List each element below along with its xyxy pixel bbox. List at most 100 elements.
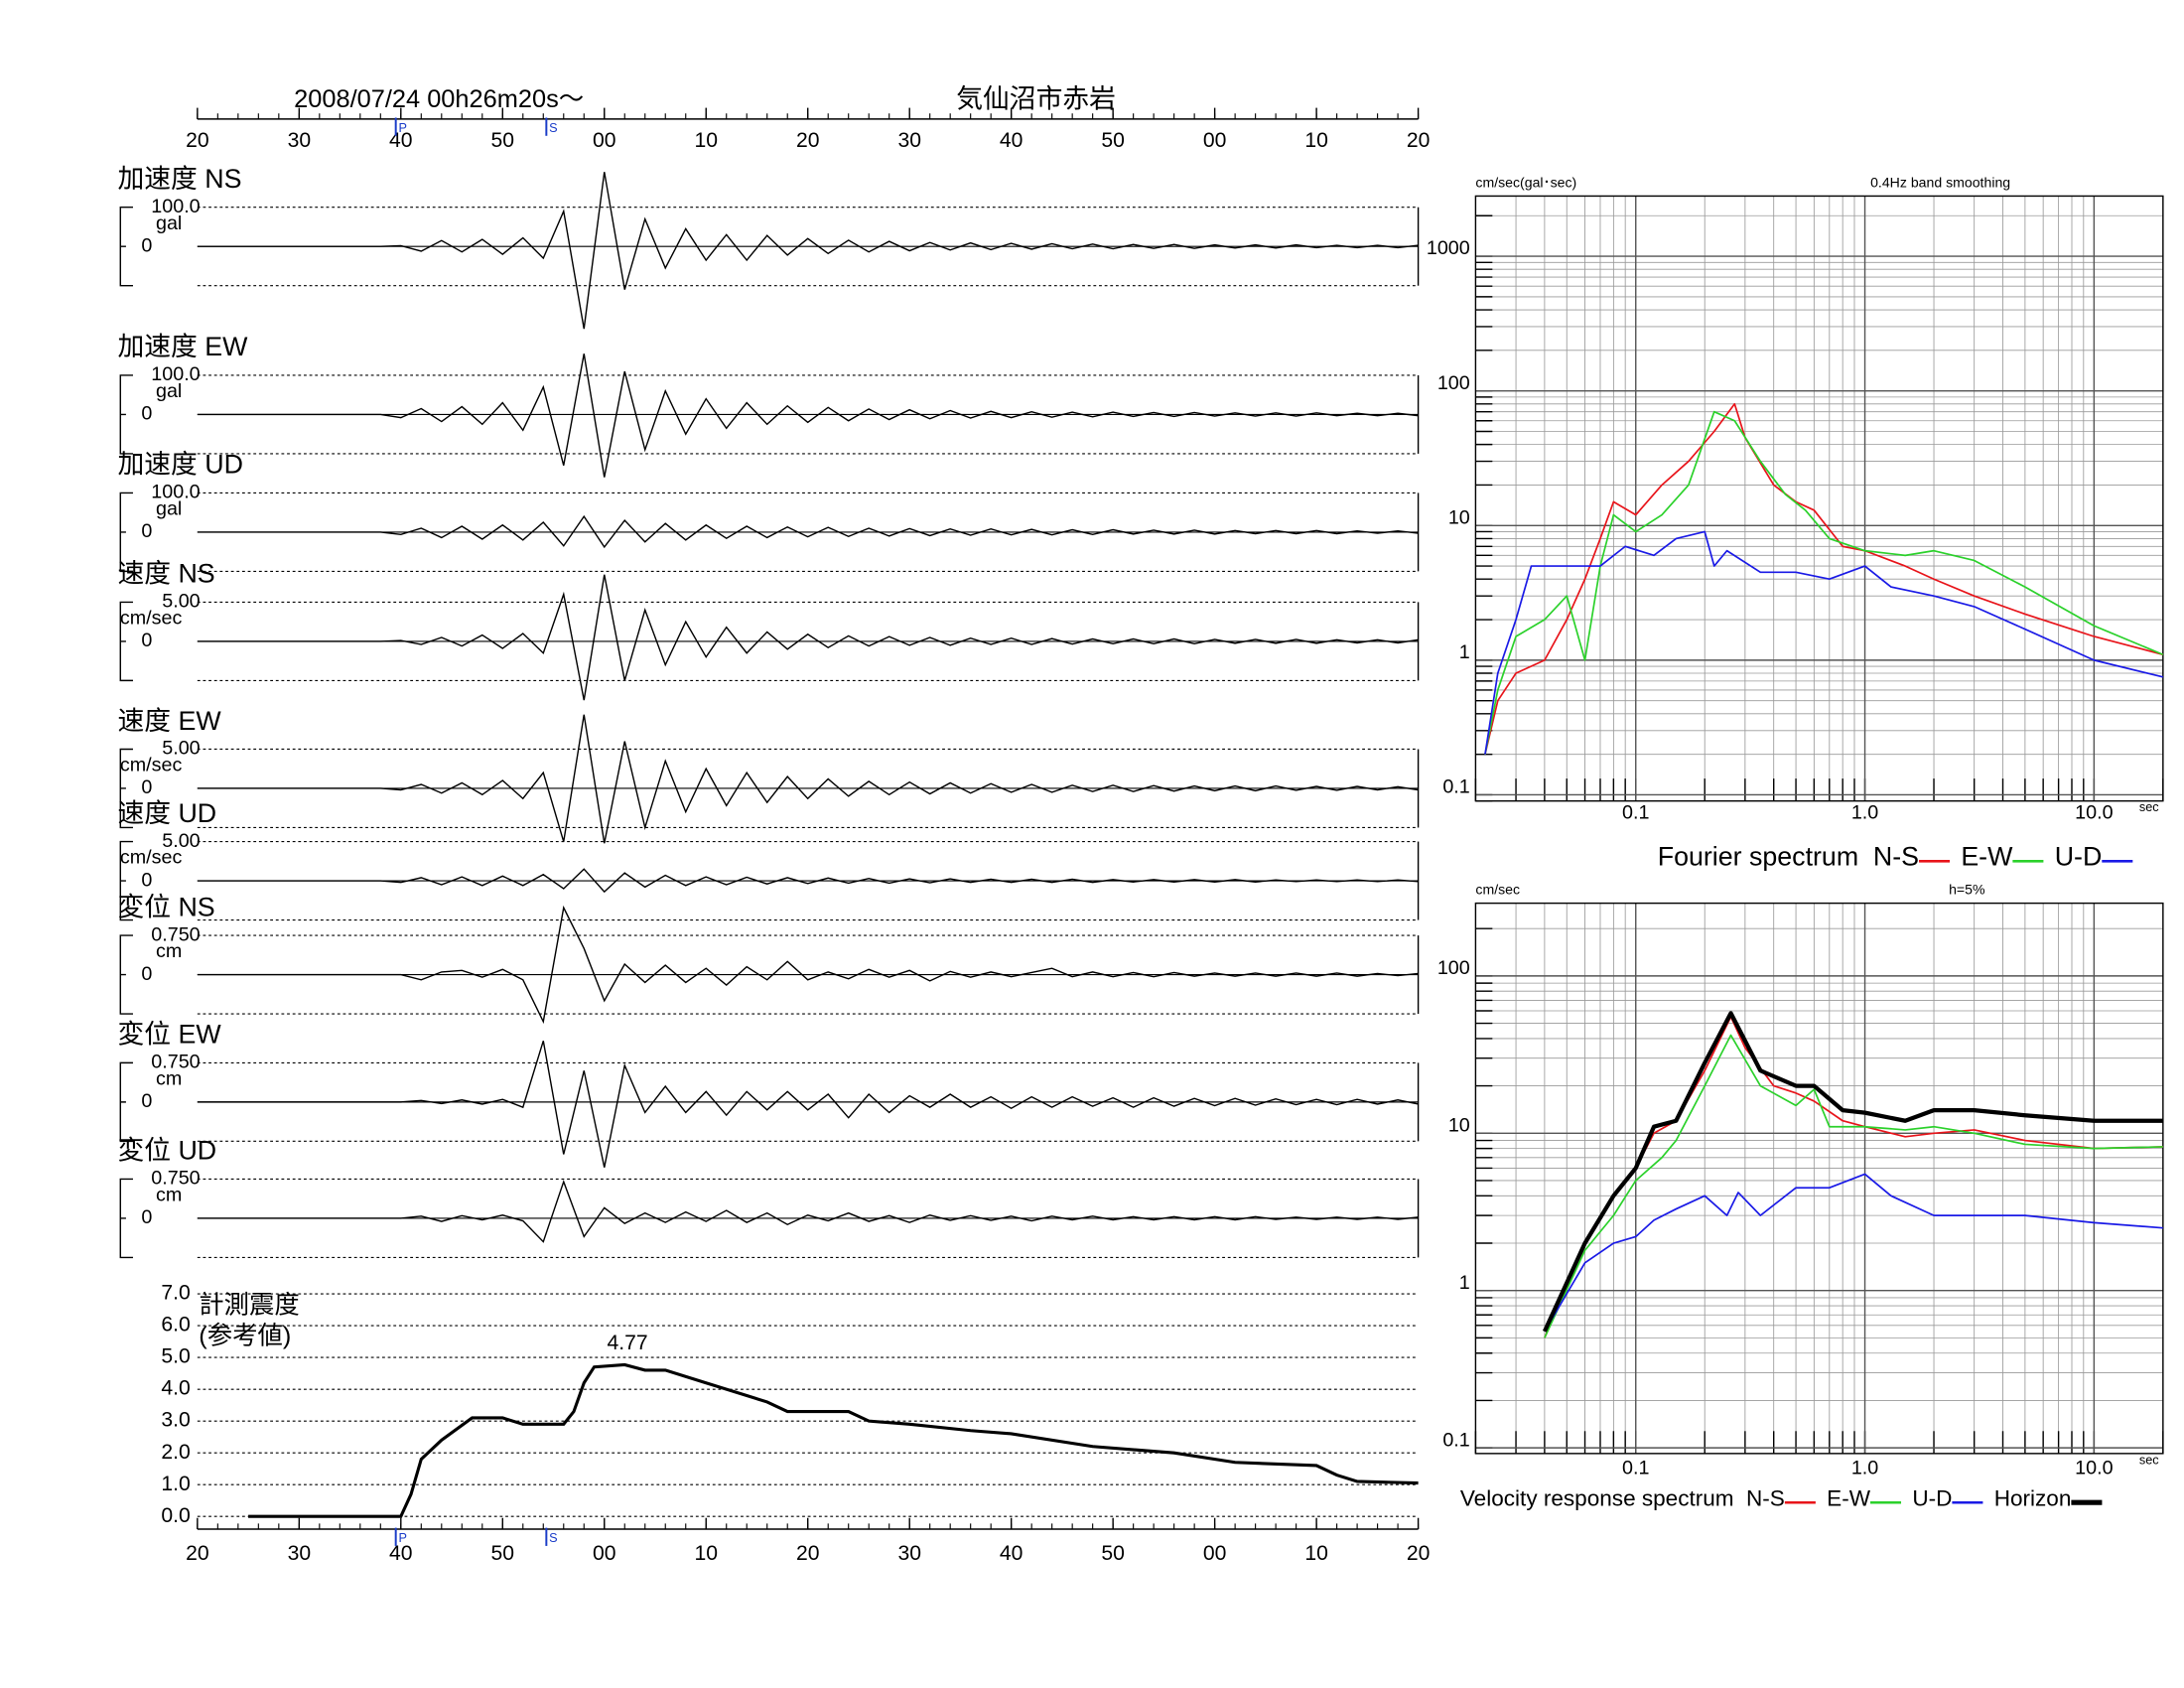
y-tick-label: 1 xyxy=(1459,1272,1470,1294)
waveform xyxy=(197,353,1419,478)
x-tick-label: 30 xyxy=(288,129,312,152)
waveform xyxy=(197,905,1419,1025)
trace-zero-label: 0 xyxy=(141,963,152,985)
y-tick-label: 4.0 xyxy=(161,1377,190,1400)
trace-bracket xyxy=(119,748,133,829)
trace-title: 変位 EW xyxy=(117,1020,221,1050)
trace-unit: cm/sec xyxy=(120,755,183,776)
phase-marker-label: P xyxy=(399,121,407,135)
x-axis-label: sec xyxy=(2139,1453,2159,1467)
legend-label: U-D xyxy=(1912,1485,1952,1510)
trace-zero-label: 0 xyxy=(141,520,152,542)
trace-scale-label: 5.00 xyxy=(162,591,200,613)
phase-marker-label: P xyxy=(399,1531,407,1545)
x-tick-label: 0.1 xyxy=(1622,802,1649,824)
spectrum-line xyxy=(1484,402,2164,755)
legend-label: N-S xyxy=(1746,1485,1785,1510)
spectrum-line xyxy=(1542,1011,2163,1333)
y-tick-label: 3.0 xyxy=(161,1409,190,1432)
x-tick-label: 1.0 xyxy=(1851,802,1878,824)
y-tick-label: 100 xyxy=(1437,372,1470,394)
x-tick-label: 20 xyxy=(796,1542,820,1565)
trace-zero-label: 0 xyxy=(141,1206,152,1228)
trace-zero-label: 0 xyxy=(141,776,152,798)
waveform xyxy=(197,514,1419,549)
spectrum-line xyxy=(1544,1034,2163,1338)
trace-unit: cm xyxy=(156,1185,182,1206)
x-tick-label: 10 xyxy=(694,129,718,152)
legend-label: E-W xyxy=(1961,842,2013,872)
trace-unit: gal xyxy=(156,498,182,520)
trace-scale-label: 0.750 xyxy=(151,1052,200,1073)
trace-zero-label: 0 xyxy=(141,630,152,651)
waveform xyxy=(197,1041,1419,1168)
trace-title: 変位 NS xyxy=(117,892,214,921)
spectrum-line xyxy=(1484,530,2164,755)
trace-title: 加速度 NS xyxy=(117,164,241,194)
trace-bracket xyxy=(119,934,133,1015)
trace-scale-label: 5.00 xyxy=(162,830,200,852)
trace-bracket xyxy=(119,492,133,573)
subtitle: h=5% xyxy=(1949,882,1985,898)
y-tick-label: 1.0 xyxy=(161,1473,190,1495)
trace-zero-label: 0 xyxy=(141,403,152,425)
x-tick-label: 40 xyxy=(1000,1542,1024,1565)
trace-scale-label: 0.750 xyxy=(151,1168,200,1190)
y-tick-label: 10 xyxy=(1448,1114,1470,1136)
trace-title: 変位 UD xyxy=(117,1136,216,1166)
y-axis-label: cm/sec xyxy=(1475,882,1520,898)
trace-unit: cm/sec xyxy=(120,847,183,869)
legend-label: N-S xyxy=(1873,842,1919,872)
y-tick-label: 6.0 xyxy=(161,1314,190,1336)
phase-marker-label: S xyxy=(549,121,557,135)
x-tick-label: 50 xyxy=(491,129,515,152)
x-tick-label: 00 xyxy=(1203,1542,1227,1565)
x-tick-label: 40 xyxy=(389,1542,413,1565)
trace-unit: cm xyxy=(156,1068,182,1090)
x-tick-label: 50 xyxy=(1101,129,1125,152)
x-tick-label: 50 xyxy=(491,1542,515,1565)
subtitle: 0.4Hz band smoothing xyxy=(1870,174,2010,190)
x-tick-label: 10.0 xyxy=(2075,802,2113,824)
x-tick-label: 20 xyxy=(186,129,209,152)
phase-marker-label: S xyxy=(549,1531,557,1545)
x-tick-label: 1.0 xyxy=(1851,1458,1878,1479)
trace-zero-label: 0 xyxy=(141,1090,152,1112)
trace-title: 加速度 EW xyxy=(117,332,248,361)
x-tick-label: 20 xyxy=(796,129,820,152)
x-tick-label: 0.1 xyxy=(1622,1458,1649,1479)
x-tick-label: 50 xyxy=(1101,1542,1125,1565)
plot-frame xyxy=(1474,195,2164,802)
trace-unit: cm xyxy=(156,940,182,962)
y-tick-label: 1 xyxy=(1459,641,1470,663)
peak-label: 4.77 xyxy=(607,1332,647,1354)
spectrum-line xyxy=(1544,1016,2163,1338)
header-date: 2008/07/24 00h26m20s〜 xyxy=(294,85,584,113)
x-axis-label: sec xyxy=(2139,800,2159,814)
trace-bracket xyxy=(119,207,133,287)
intensity-line xyxy=(248,1362,1419,1518)
x-tick-label: 20 xyxy=(1407,1542,1431,1565)
trace-unit: gal xyxy=(156,380,182,402)
trace-scale-label: 100.0 xyxy=(151,196,200,217)
trace-title: 速度 EW xyxy=(117,706,221,736)
x-tick-label: 10 xyxy=(1304,1542,1328,1565)
spectrum-line xyxy=(1544,1173,2163,1333)
intensity-title: (参考値) xyxy=(199,1323,291,1350)
intensity-title: 計測震度 xyxy=(199,1291,300,1319)
x-tick-label: 30 xyxy=(897,129,921,152)
trace-scale-label: 100.0 xyxy=(151,363,200,385)
trace-unit: gal xyxy=(156,212,182,234)
y-tick-label: 0.1 xyxy=(1442,776,1469,798)
x-tick-label: 10 xyxy=(694,1542,718,1565)
trace-bracket xyxy=(119,601,133,682)
y-tick-label: 5.0 xyxy=(161,1345,190,1368)
x-tick-label: 20 xyxy=(1407,129,1431,152)
trace-title: 加速度 UD xyxy=(117,450,242,480)
legend-label: U-D xyxy=(2055,842,2103,872)
legend-label: Horizon xyxy=(1994,1485,2072,1510)
legend-title: Velocity response spectrum xyxy=(1460,1485,1734,1510)
y-tick-label: 100 xyxy=(1437,957,1470,979)
y-tick-label: 2.0 xyxy=(161,1441,190,1464)
trace-bracket xyxy=(119,840,133,921)
